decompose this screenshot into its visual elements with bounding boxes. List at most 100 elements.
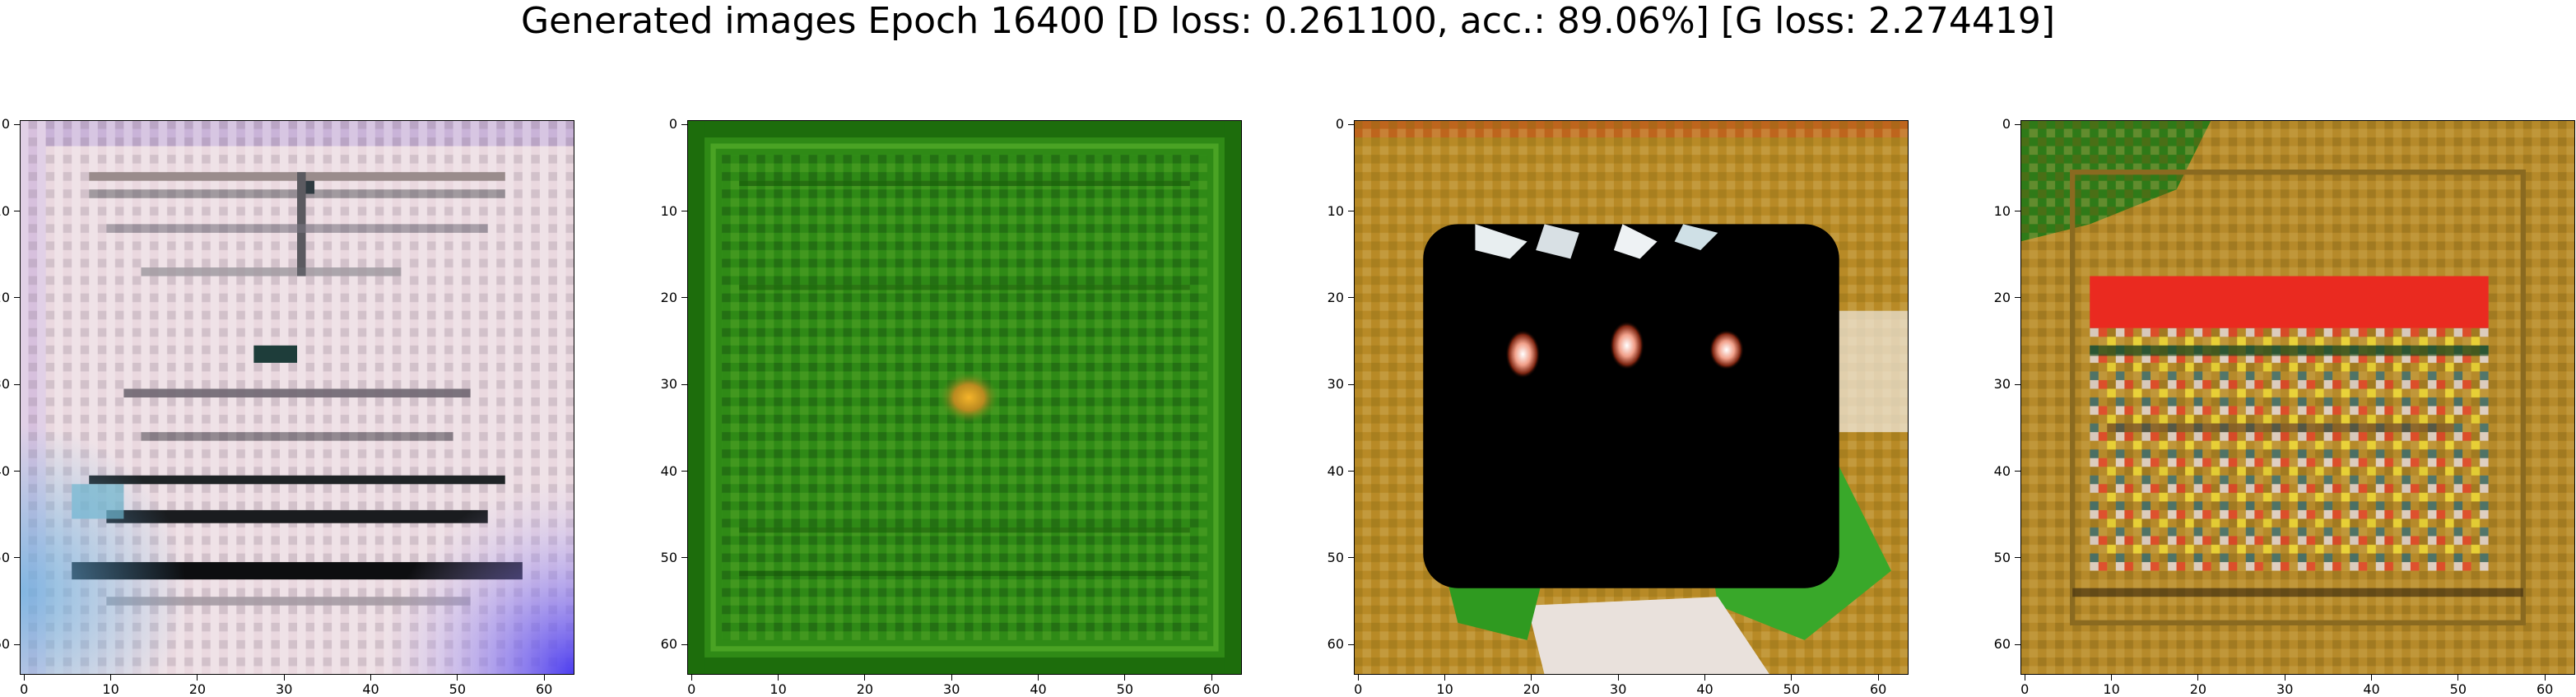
y-tick-label: 60 — [1327, 636, 1344, 653]
x-tick-label: 40 — [1030, 681, 1047, 697]
y-tick-label: 50 — [660, 549, 677, 565]
x-tick-label: 30 — [276, 681, 293, 697]
x-tick-label: 60 — [1869, 681, 1887, 697]
x-tick-label: 0 — [2020, 681, 2030, 697]
x-tick-mark — [2111, 675, 2113, 681]
x-tick-mark — [283, 675, 285, 681]
x-tick-mark — [778, 675, 779, 681]
y-tick-label: 60 — [660, 636, 677, 653]
y-tick-mark — [14, 644, 20, 645]
y-tick-label: 50 — [1993, 549, 2011, 565]
generated-image-1 — [20, 120, 574, 675]
y-tick-mark — [2015, 557, 2020, 559]
x-tick-mark — [2544, 675, 2546, 681]
y-tick-mark — [14, 383, 20, 385]
y-tick-label: 40 — [660, 462, 677, 479]
x-tick-label: 60 — [2536, 681, 2554, 697]
y-tick-mark — [1348, 123, 1354, 125]
y-tick-label: 0 — [2002, 116, 2011, 132]
y-tick-label: 30 — [0, 376, 10, 393]
y-tick-mark — [681, 557, 687, 559]
x-tick-mark — [1444, 675, 1446, 681]
x-tick-mark — [951, 675, 952, 681]
x-tick-mark — [2457, 675, 2459, 681]
y-tick-mark — [1348, 557, 1354, 559]
x-tick-mark — [1704, 675, 1706, 681]
generated-image-3 — [1354, 120, 1909, 675]
x-tick-mark — [457, 675, 458, 681]
x-tick-mark — [1877, 675, 1879, 681]
x-tick-label: 20 — [188, 681, 207, 697]
x-tick-label: 50 — [1783, 681, 1800, 697]
y-tick-label: 20 — [1327, 289, 1344, 305]
x-tick-mark — [23, 675, 25, 681]
x-tick-label: 0 — [687, 681, 696, 697]
y-tick-label: 0 — [668, 116, 677, 132]
y-tick-mark — [2015, 471, 2020, 472]
y-tick-mark — [681, 471, 687, 472]
x-tick-label: 20 — [1523, 681, 1541, 697]
y-tick-label: 10 — [660, 202, 677, 219]
y-tick-mark — [681, 383, 687, 385]
y-tick-mark — [2015, 644, 2020, 645]
y-tick-label: 50 — [0, 549, 10, 565]
x-tick-mark — [690, 675, 692, 681]
y-tick-label: 20 — [0, 289, 10, 305]
image-panel-3: 0 0 10 10 20 20 30 30 40 40 50 50 60 60 — [1328, 117, 1909, 697]
x-tick-label: 20 — [856, 681, 874, 697]
x-tick-mark — [1357, 675, 1359, 681]
figure-title: Generated images Epoch 16400 [D loss: 0.… — [520, 0, 2056, 42]
x-tick-label: 0 — [1354, 681, 1363, 697]
x-tick-label: 10 — [2103, 681, 2120, 697]
x-tick-label: 10 — [102, 681, 119, 697]
y-tick-mark — [2015, 383, 2020, 385]
y-tick-label: 0 — [1335, 116, 1344, 132]
y-tick-mark — [2015, 123, 2020, 125]
x-tick-label: 0 — [20, 681, 29, 697]
x-tick-mark — [110, 675, 112, 681]
x-tick-mark — [864, 675, 866, 681]
x-tick-label: 60 — [535, 681, 553, 697]
y-tick-mark — [14, 297, 20, 299]
x-tick-label: 20 — [2189, 681, 2207, 697]
y-tick-mark — [1348, 383, 1354, 385]
y-tick-label: 20 — [1993, 289, 2011, 305]
y-tick-mark — [14, 471, 20, 472]
x-tick-mark — [1531, 675, 1532, 681]
y-tick-label: 40 — [1993, 462, 2011, 479]
x-tick-mark — [1791, 675, 1793, 681]
y-tick-label: 30 — [1327, 376, 1344, 393]
x-tick-mark — [370, 675, 372, 681]
x-tick-mark — [1617, 675, 1619, 681]
y-tick-mark — [1348, 644, 1354, 645]
y-tick-label: 60 — [0, 636, 10, 653]
y-tick-label: 10 — [0, 202, 10, 219]
y-tick-mark — [14, 123, 20, 125]
y-tick-mark — [2015, 297, 2020, 299]
y-tick-label: 10 — [1327, 202, 1344, 219]
x-tick-label: 40 — [1696, 681, 1713, 697]
x-tick-label: 30 — [2276, 681, 2294, 697]
image-panel-2: 0 0 10 10 20 20 30 30 40 40 50 50 60 60 — [661, 117, 1242, 697]
image-panel-4: 0 0 10 10 20 20 30 30 40 40 50 50 60 60 — [1994, 117, 2575, 697]
x-tick-mark — [1038, 675, 1039, 681]
y-tick-label: 10 — [1993, 202, 2011, 219]
x-tick-label: 10 — [1436, 681, 1453, 697]
x-tick-mark — [197, 675, 198, 681]
x-tick-label: 30 — [943, 681, 960, 697]
x-tick-label: 50 — [2449, 681, 2467, 697]
y-tick-label: 50 — [1327, 549, 1344, 565]
y-tick-mark — [1348, 297, 1354, 299]
image-panel-1: 0 0 10 10 20 20 30 30 40 40 50 50 60 60 — [0, 117, 574, 697]
y-tick-label: 20 — [660, 289, 677, 305]
x-tick-label: 40 — [2363, 681, 2380, 697]
x-tick-mark — [2197, 675, 2199, 681]
y-tick-label: 60 — [1993, 636, 2011, 653]
y-tick-label: 30 — [1993, 376, 2011, 393]
x-tick-mark — [1211, 675, 1212, 681]
x-tick-label: 60 — [1202, 681, 1221, 697]
y-tick-mark — [681, 123, 687, 125]
y-tick-mark — [1348, 471, 1354, 472]
x-tick-mark — [1124, 675, 1126, 681]
y-tick-label: 30 — [660, 376, 677, 393]
